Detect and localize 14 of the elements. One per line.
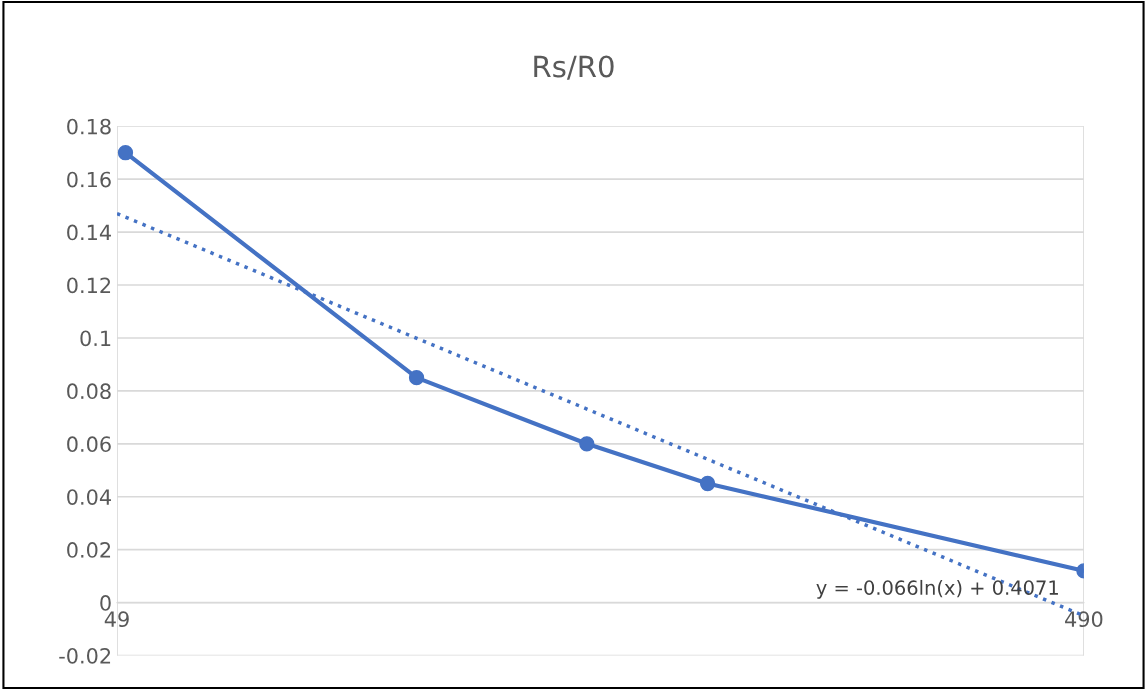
y-tick-label: 0.16 [67, 171, 111, 188]
y-tick-label: 0.12 [67, 277, 111, 294]
y-tick-label: 0.1 [80, 330, 111, 347]
x-tick-label: 49 [104, 611, 129, 628]
y-tick-label: 0.04 [67, 489, 111, 505]
y-tick-label: 0.06 [67, 436, 111, 453]
chart-title: Rs/R0 [534, 55, 614, 80]
x-tick-label: 490 [1065, 611, 1103, 628]
y-tick-label: 0.18 [67, 118, 111, 135]
y-tick-label: 0.08 [67, 383, 111, 400]
y-tick-label: 0.14 [67, 224, 111, 241]
y-tick-label: 0 [100, 595, 111, 611]
y-tick-label: 0.02 [67, 542, 111, 558]
y-tick-label: -0.02 [59, 647, 111, 664]
